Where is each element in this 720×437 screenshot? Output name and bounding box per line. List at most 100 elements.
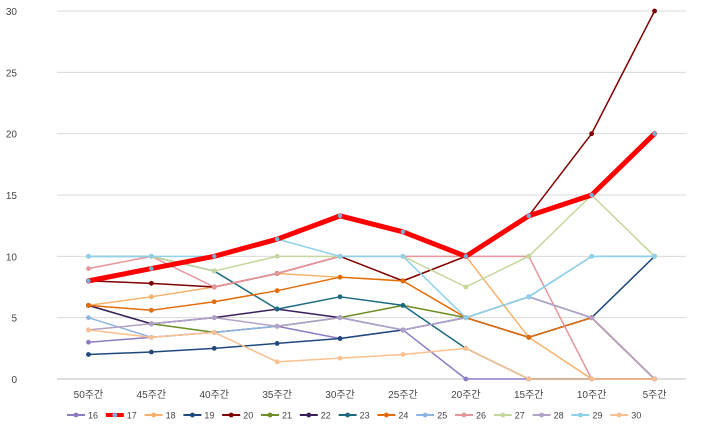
data-point xyxy=(212,254,217,259)
data-point xyxy=(148,253,154,259)
legend-marker xyxy=(306,412,312,418)
x-tick-label: 20주간 xyxy=(451,389,481,401)
legend-label: 17 xyxy=(127,411,137,421)
data-point xyxy=(274,359,280,365)
legend-item: 28 xyxy=(532,411,564,421)
data-point xyxy=(86,339,91,345)
data-point xyxy=(148,349,154,355)
legend-marker xyxy=(73,412,79,418)
legend-item: 27 xyxy=(493,411,525,421)
data-point xyxy=(337,274,343,280)
x-tick-label: 40주간 xyxy=(199,389,229,401)
data-point xyxy=(86,278,91,284)
legend-item: 17 xyxy=(105,411,137,421)
data-point xyxy=(463,376,469,382)
series-line xyxy=(85,131,658,284)
data-point xyxy=(86,352,91,357)
legend-marker xyxy=(345,412,350,418)
legend-label: 28 xyxy=(554,411,564,421)
series-line xyxy=(87,329,656,380)
data-point xyxy=(526,253,532,259)
legend-label: 20 xyxy=(243,411,253,421)
data-point xyxy=(463,254,469,259)
x-tick-label: 50주간 xyxy=(74,389,104,401)
legend-label: 24 xyxy=(398,411,408,421)
y-tick-label: 10 xyxy=(6,252,18,263)
legend-item: 20 xyxy=(222,411,253,421)
data-point xyxy=(148,307,154,313)
series-line xyxy=(87,304,656,380)
data-point xyxy=(211,345,217,351)
series-line xyxy=(87,276,656,380)
legend-label: 16 xyxy=(88,411,98,421)
x-tick-label: 15주간 xyxy=(514,389,544,401)
legend-item: 16 xyxy=(67,411,98,421)
data-point xyxy=(274,236,280,242)
legend-marker xyxy=(422,412,428,418)
legend-item: 26 xyxy=(455,411,486,421)
legend-label: 29 xyxy=(592,411,602,421)
legend-label: 22 xyxy=(321,411,331,421)
data-point xyxy=(211,284,217,290)
data-point xyxy=(148,280,154,286)
data-point xyxy=(86,266,91,271)
data-point xyxy=(274,288,280,294)
legend-marker xyxy=(267,412,273,418)
x-axis: 50주간 45주간 40주간 35주간 30주간 25주간 20주간 15주간 10주간 5주간 xyxy=(74,389,667,401)
series-30 xyxy=(86,327,657,382)
data-point xyxy=(526,334,532,340)
legend-label: 30 xyxy=(631,411,641,421)
data-point xyxy=(211,268,217,274)
data-point xyxy=(337,336,343,341)
data-point xyxy=(86,327,91,333)
legend-item: 19 xyxy=(183,411,214,421)
legend-item: 29 xyxy=(571,411,602,421)
data-point xyxy=(86,253,91,259)
data-point xyxy=(86,315,91,321)
data-point xyxy=(211,315,217,321)
legend-marker xyxy=(578,412,583,418)
legend-marker xyxy=(461,412,467,418)
series-16 xyxy=(86,323,657,382)
data-point xyxy=(337,213,343,219)
data-point xyxy=(589,376,595,382)
y-tick-label: 0 xyxy=(11,375,17,386)
series-27 xyxy=(86,192,657,290)
data-point xyxy=(652,376,657,382)
legend-label: 19 xyxy=(204,411,214,421)
data-point xyxy=(337,294,343,300)
data-point xyxy=(400,229,406,234)
data-point xyxy=(148,334,154,340)
data-point xyxy=(652,8,657,14)
legend-label: 27 xyxy=(515,411,525,421)
y-tick-label: 20 xyxy=(6,130,18,141)
data-point xyxy=(274,341,280,346)
legend-label: 21 xyxy=(282,411,292,421)
data-point xyxy=(463,284,469,290)
x-tick-label: 30주간 xyxy=(325,389,355,401)
legend-marker xyxy=(500,412,506,418)
data-point xyxy=(526,213,531,219)
legend-item: 24 xyxy=(377,411,408,421)
data-point xyxy=(211,299,217,305)
legend-marker xyxy=(151,412,157,418)
legend-marker xyxy=(190,412,195,418)
data-point xyxy=(589,192,594,198)
data-point xyxy=(589,253,595,259)
series-17 xyxy=(85,131,658,284)
y-tick-label: 30 xyxy=(6,7,18,18)
legend: 16 17 18 19 20 21 22 23 24 25 26 27 28 29 30 xyxy=(67,411,641,421)
data-point xyxy=(589,131,595,137)
series-line xyxy=(87,194,656,288)
series-line xyxy=(87,296,656,380)
data-point xyxy=(400,303,406,308)
legend-label: 23 xyxy=(360,411,370,421)
legend-item: 22 xyxy=(299,411,331,421)
data-point xyxy=(463,345,469,351)
data-point xyxy=(463,315,469,321)
x-tick-label: 10주간 xyxy=(577,389,607,401)
legend-label: 26 xyxy=(476,411,486,421)
data-point xyxy=(337,253,343,259)
data-point xyxy=(274,271,280,276)
